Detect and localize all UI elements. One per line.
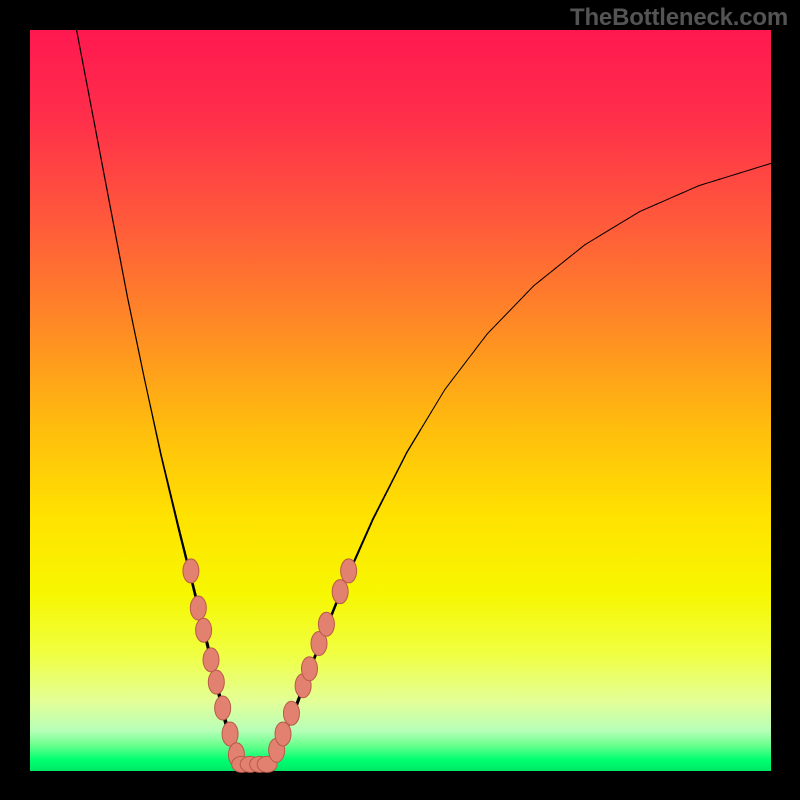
watermark-text: TheBottleneck.com [570,4,788,32]
data-marker [341,559,357,583]
data-marker [215,696,231,720]
data-marker [332,580,348,604]
data-marker [301,657,317,681]
chart-background [30,30,771,771]
data-marker [318,612,334,636]
data-marker [190,596,206,620]
data-marker [283,701,299,725]
markers-bottom [232,756,277,772]
data-marker [203,648,219,672]
data-marker [183,559,199,583]
chart-container: TheBottleneck.com [0,0,800,800]
data-marker [275,722,291,746]
data-marker [208,670,224,694]
data-marker [196,618,212,642]
bottleneck-chart [0,0,800,800]
